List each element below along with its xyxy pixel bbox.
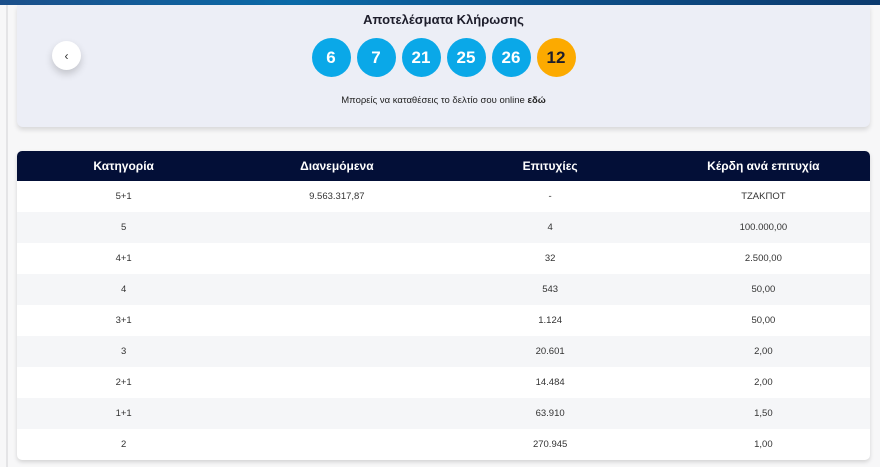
table-row: 3+1 1.124 50,00 [17,305,870,336]
prize-cell: 100.000,00 [739,222,788,233]
column-header: Κατηγορία [93,159,154,173]
category-cell: 3 [120,346,127,357]
note-text: Μπορείς να καταθέσεις το δελτίο σου onli… [341,95,528,106]
winners-cell: 4 [547,222,553,233]
previous-draw-button[interactable]: ‹ [52,41,81,70]
column-header: Κέρδη ανά επιτυχία [707,159,820,173]
distributed-cell: 9.563.317,87 [309,191,365,202]
number-ball: 25 [446,38,486,77]
table-row: 2 270.945 1,00 [17,429,870,460]
prize-cell: 2,00 [754,377,773,388]
table-header: Κατηγορία Διανεμόμενα Επιτυχίες Κέρδη αν… [17,151,870,181]
bonus-ball: 12 [536,38,576,77]
prize-cell: 1,50 [754,408,773,419]
table-row: 5+1 9.563.317,87 - ΤΖΑΚΠΟΤ [17,181,870,212]
drawn-numbers: 6 7 21 25 26 12 [17,38,870,77]
winners-cell: - [548,191,552,202]
table-row: 1+1 63.910 1,50 [17,398,870,429]
winners-cell: 63.910 [535,408,565,419]
table-row: 2+1 14.484 2,00 [17,367,870,398]
winners-cell: 543 [542,284,559,295]
winners-cell: 1.124 [538,315,563,326]
results-table: Κατηγορία Διανεμόμενα Επιτυχίες Κέρδη αν… [17,151,870,460]
category-cell: 3+1 [115,315,132,326]
prize-cell: 1,00 [754,439,773,450]
winners-cell: 14.484 [535,377,565,388]
column-header: Επιτυχίες [522,159,578,173]
number-ball: 6 [311,38,351,77]
prize-cell: 2.500,00 [744,253,782,264]
prize-cell: ΤΖΑΚΠΟΤ [741,191,786,202]
page-title: Αποτελέσματα Κλήρωσης [363,12,524,27]
online-link[interactable]: εδώ [527,95,546,106]
category-cell: 4+1 [115,253,132,264]
category-cell: 5 [120,222,127,233]
top-banner [0,0,880,5]
prize-cell: 2,00 [754,346,773,357]
draw-results-panel: Αποτελέσματα Κλήρωσης 6 7 21 25 26 12 Μπ… [17,5,870,127]
winners-cell: 270.945 [532,439,568,450]
table-row: 3 20.601 2,00 [17,336,870,367]
table-row: 4+1 32 2.500,00 [17,243,870,274]
category-cell: 2 [120,439,127,450]
category-cell: 2+1 [115,377,132,388]
category-cell: 5+1 [115,191,132,202]
number-ball: 21 [401,38,441,77]
prize-cell: 50,00 [751,284,776,295]
online-note: Μπορείς να καταθέσεις το δελτίο σου onli… [17,95,870,106]
winners-cell: 32 [544,253,556,264]
winners-cell: 20.601 [535,346,565,357]
divider [6,5,8,467]
category-cell: 4 [120,284,127,295]
column-header: Διανεμόμενα [300,159,374,173]
table-row: 5 4 100.000,00 [17,212,870,243]
number-ball: 7 [356,38,396,77]
number-ball: 26 [491,38,531,77]
table-row: 4 543 50,00 [17,274,870,305]
category-cell: 1+1 [115,408,132,419]
prize-cell: 50,00 [751,315,776,326]
chevron-left-icon: ‹ [64,48,69,63]
